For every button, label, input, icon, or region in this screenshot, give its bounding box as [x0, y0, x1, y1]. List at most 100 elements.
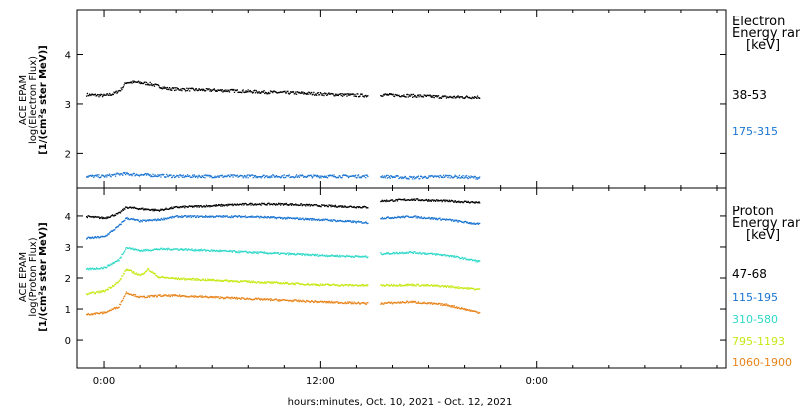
- data-point: [476, 202, 479, 204]
- data-point: [460, 220, 462, 222]
- data-point: [342, 302, 344, 305]
- data-point: [386, 283, 388, 286]
- data-point: [444, 254, 446, 256]
- data-point: [138, 273, 140, 276]
- data-point: [419, 285, 422, 287]
- data-point: [262, 298, 264, 300]
- data-point: [353, 301, 355, 303]
- data-point: [140, 296, 143, 298]
- data-point: [196, 206, 198, 208]
- data-point: [264, 252, 267, 254]
- data-point: [262, 203, 264, 205]
- data-point: [394, 216, 396, 219]
- data-point: [223, 175, 225, 177]
- data-point: [189, 205, 192, 208]
- data-point: [320, 284, 322, 286]
- data-point: [462, 288, 464, 290]
- data-point: [468, 97, 470, 99]
- data-point: [130, 293, 132, 295]
- data-point: [267, 93, 269, 95]
- data-point: [331, 302, 334, 304]
- data-point: [360, 285, 362, 287]
- data-point: [159, 276, 161, 279]
- data-point: [274, 204, 277, 206]
- data-point: [112, 93, 114, 95]
- data-point: [356, 220, 358, 223]
- data-point: [474, 310, 476, 312]
- data-point: [220, 203, 223, 206]
- data-point: [447, 285, 449, 287]
- data-point: [228, 216, 231, 218]
- data-point: [354, 206, 356, 209]
- data-point: [88, 269, 90, 271]
- data-point: [195, 88, 197, 90]
- data-point: [246, 91, 248, 93]
- data-point: [347, 206, 350, 208]
- data-point: [342, 95, 344, 97]
- data-point: [184, 215, 186, 217]
- data-point: [414, 199, 416, 201]
- data-point: [96, 94, 99, 96]
- data-point: [191, 296, 193, 298]
- data-point: [385, 200, 387, 203]
- data-point: [122, 272, 125, 275]
- data-point: [226, 215, 228, 217]
- data-point: [155, 175, 157, 177]
- data-point: [159, 87, 161, 89]
- data-point: [294, 284, 296, 286]
- data-point: [135, 219, 138, 221]
- data-point: [202, 89, 204, 92]
- data-point: [173, 174, 175, 177]
- data-point: [239, 280, 241, 283]
- data-point: [192, 206, 194, 208]
- data-point: [471, 223, 473, 225]
- data-point: [153, 210, 156, 212]
- data-point: [228, 250, 230, 252]
- data-point: [293, 217, 295, 219]
- data-point: [154, 248, 156, 250]
- data-point: [157, 294, 159, 296]
- data-point: [143, 296, 145, 298]
- data-point: [278, 203, 280, 205]
- data-point: [115, 173, 117, 175]
- data-point: [331, 93, 334, 95]
- data-point: [269, 252, 271, 254]
- data-point: [448, 200, 450, 203]
- data-point: [186, 87, 188, 89]
- data-point: [381, 95, 383, 97]
- data-point: [124, 250, 126, 252]
- data-point: [453, 201, 455, 203]
- data-point: [250, 215, 252, 217]
- data-point: [227, 250, 229, 253]
- data-point: [273, 299, 275, 301]
- data-point: [395, 198, 397, 201]
- data-point: [197, 215, 199, 217]
- data-point: [218, 89, 220, 91]
- data-point: [234, 297, 236, 299]
- data-point: [104, 266, 106, 268]
- data-point: [254, 297, 257, 299]
- data-point: [271, 282, 273, 284]
- data-point: [201, 88, 203, 90]
- data-point: [420, 96, 422, 98]
- data-point: [225, 175, 228, 178]
- data-point: [386, 302, 388, 304]
- data-point: [458, 201, 461, 203]
- data-point: [479, 222, 481, 225]
- data-point: [404, 302, 406, 304]
- data-point: [256, 203, 258, 205]
- data-point: [306, 299, 308, 302]
- data-point: [280, 177, 282, 179]
- data-point: [98, 174, 100, 176]
- data-point: [329, 255, 331, 257]
- data-point: [435, 199, 438, 201]
- data-point: [159, 294, 161, 296]
- data-point: [329, 93, 331, 95]
- data-point: [238, 281, 240, 283]
- data-point: [269, 204, 271, 206]
- data-point: [107, 289, 109, 291]
- data-point: [179, 278, 182, 280]
- data-point: [142, 82, 144, 85]
- data-point: [391, 175, 393, 178]
- data-point: [329, 220, 331, 222]
